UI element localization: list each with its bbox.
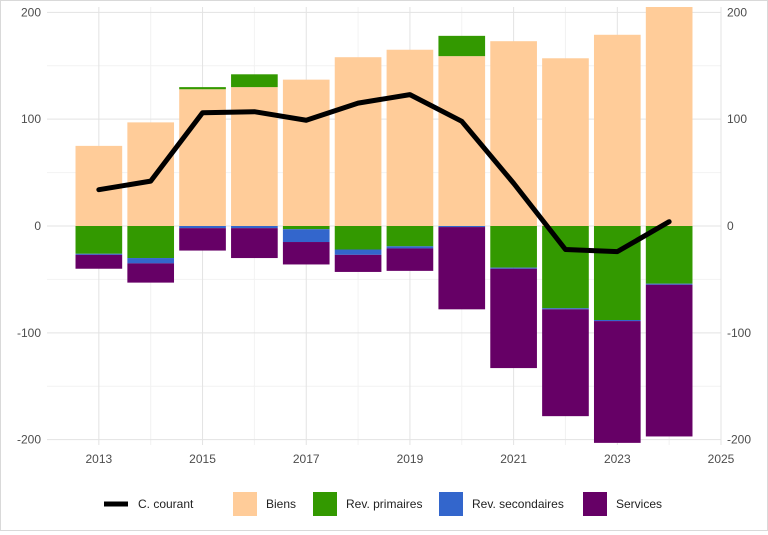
bar-segment [179, 87, 226, 90]
legend-color-swatch [583, 492, 607, 516]
legend: C. courant Biens Rev. primaires Rev. second… [104, 492, 662, 516]
bars [75, 7, 693, 443]
legend-item: C. courant [104, 497, 194, 511]
bar-segment [334, 249, 382, 255]
y-tick-label-right: 200 [727, 5, 747, 19]
legend-label: Biens [266, 497, 296, 511]
x-tick-label: 2023 [604, 452, 631, 466]
legend-item: Biens [233, 492, 296, 516]
bar-segment [386, 248, 434, 271]
bar-segment [386, 49, 434, 227]
bar-segment [386, 226, 434, 247]
x-tick-label: 2017 [293, 452, 320, 466]
bar-segment [334, 226, 382, 250]
y-tick-label-left: 0 [34, 219, 41, 233]
legend-label: Services [616, 497, 662, 511]
y-tick-label-left: 200 [21, 5, 41, 19]
bar-segment [542, 226, 589, 309]
bar-segment [645, 7, 693, 226]
bar-segment [231, 87, 278, 226]
y-tick-label-left: 100 [21, 112, 41, 126]
bar-segment [127, 226, 175, 259]
y-tick-label-right: 0 [727, 219, 734, 233]
legend-item: Rev. secondaires [439, 492, 564, 516]
legend-item: Rev. primaires [313, 492, 422, 516]
legend-color-swatch [233, 492, 257, 516]
y-tick-label-left: -100 [17, 326, 41, 340]
legend-color-swatch [313, 492, 337, 516]
y-tick-label-right: -100 [727, 326, 751, 340]
line-series [96, 92, 672, 255]
bar-segment [438, 35, 486, 57]
bar-segment [282, 79, 330, 226]
legend-item: Services [583, 492, 662, 516]
y-tick-label-right: 100 [727, 112, 747, 126]
bar-segment [127, 122, 175, 226]
bar-segment [542, 58, 589, 227]
bar-segment [490, 41, 537, 227]
x-tick-label: 2013 [85, 452, 112, 466]
bar-segment [75, 226, 123, 254]
bar-segment [334, 57, 382, 227]
bar-segment [593, 34, 641, 227]
bar-segment [127, 258, 175, 264]
bar-segment [645, 226, 693, 284]
legend-label: C. courant [138, 497, 194, 511]
bar-segment [127, 263, 175, 283]
bar-segment [490, 226, 537, 268]
bar-segment [542, 308, 589, 310]
bar-segment [542, 309, 589, 417]
bar-segment [75, 254, 123, 269]
bar-segment [438, 227, 486, 310]
bar-segment [179, 89, 226, 226]
bar-segment [282, 229, 330, 243]
x-tick-label: 2019 [397, 452, 424, 466]
bar-segment [179, 226, 226, 229]
current-account-line [96, 92, 672, 255]
bar-segment [231, 228, 278, 259]
bar-segment [179, 228, 226, 251]
x-tick-label: 2025 [708, 452, 735, 466]
bar-segment [490, 268, 537, 369]
axis-labels: -200 -200 -100 -100 0 0 100 100 200 200 2013 2015 20… [17, 5, 751, 466]
bar-segment [231, 74, 278, 88]
bar-segment [282, 242, 330, 265]
bar-segment [593, 321, 641, 443]
legend-label: Rev. primaires [346, 497, 422, 511]
bar-segment [334, 254, 382, 272]
bar-segment [282, 226, 330, 230]
bar-segment [645, 283, 693, 285]
bar-segment [490, 267, 537, 269]
bar-segment [645, 284, 693, 437]
bar-segment [593, 320, 641, 322]
bar-segment [386, 246, 434, 249]
y-tick-label-left: -200 [17, 433, 41, 447]
bar-segment [438, 226, 486, 228]
x-tick-label: 2021 [500, 452, 527, 466]
x-tick-label: 2015 [189, 452, 216, 466]
legend-label: Rev. secondaires [472, 497, 564, 511]
bar-segment [75, 253, 123, 255]
legend-color-swatch [439, 492, 463, 516]
bar-segment [231, 226, 278, 229]
y-tick-label-right: -200 [727, 433, 751, 447]
